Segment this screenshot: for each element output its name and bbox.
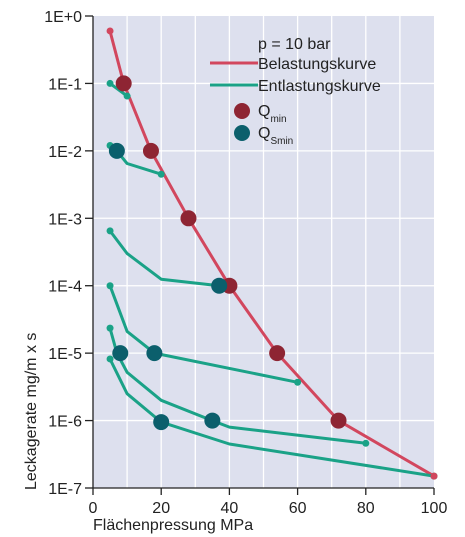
x-tick-label: 0 [89,500,98,517]
loading-point [106,27,114,35]
unloading-point [294,378,302,386]
y-axis-label: Leckagerate mg/m x s [23,333,40,490]
legend-label-qmin: Qmin [258,103,287,125]
grid [93,16,434,488]
loading-point [430,472,438,480]
legend-label-qmin-main: Q [258,103,270,120]
legend-label-qmin-sub: min [270,114,286,125]
axes: 1E-7 1E-6 1E-5 1E-4 1E-3 1E-2 1E-1 1E+0 0 20 40 60 8… [44,9,447,517]
legend-marker-qmin [234,103,250,119]
y-tick-label: 1E-5 [48,346,82,363]
x-tick-label: 20 [152,500,170,517]
legend: p = 10 bar Belastungskurve Entlastungsku… [210,36,381,147]
x-axis-label: Flächenpressung MPa [93,517,253,534]
unloading-point [106,355,114,363]
unloading-point [362,439,370,447]
q-min-marker [142,142,159,159]
q-smin-marker [204,412,221,429]
unloading-point [106,79,114,87]
q-smin-marker [108,142,125,159]
y-tick-label: 1E-6 [48,414,82,431]
q-smin-marker [211,277,228,294]
marker-layer [106,27,438,480]
q-min-marker [269,345,286,362]
q-min-marker [180,210,197,227]
unloading-point [106,227,114,235]
q-smin-marker [153,414,170,431]
legend-marker-qsmin [234,125,250,141]
q-min-marker [115,75,132,92]
unloading-point [106,282,114,290]
y-tick-label: 1E-2 [48,144,82,161]
q-smin-marker [112,345,129,362]
y-tick-label: 1E+0 [44,9,82,26]
legend-label-qsmin-sub: Smin [270,136,293,147]
unloading-point [157,170,165,178]
legend-label-entlastung: Entlastungskurve [258,78,381,95]
y-tick-label: 1E-1 [48,76,82,93]
q-min-marker [330,412,347,429]
legend-label-qsmin: QSmin [258,125,293,147]
x-tick-label: 60 [289,500,307,517]
unloading-point [123,92,131,100]
x-tick-label: 80 [357,500,375,517]
legend-label-qsmin-main: Q [258,125,270,142]
x-tick-label: 40 [221,500,239,517]
y-tick-label: 1E-7 [48,481,82,498]
y-tick-label: 1E-3 [48,211,82,228]
unloading-point [106,324,114,332]
legend-label-belastung: Belastungskurve [258,56,376,73]
legend-title: p = 10 bar [258,36,331,53]
y-tick-label: 1E-4 [48,279,82,296]
x-tick-label: 100 [421,500,448,517]
q-smin-marker [146,345,163,362]
unloading-curve [108,284,300,384]
